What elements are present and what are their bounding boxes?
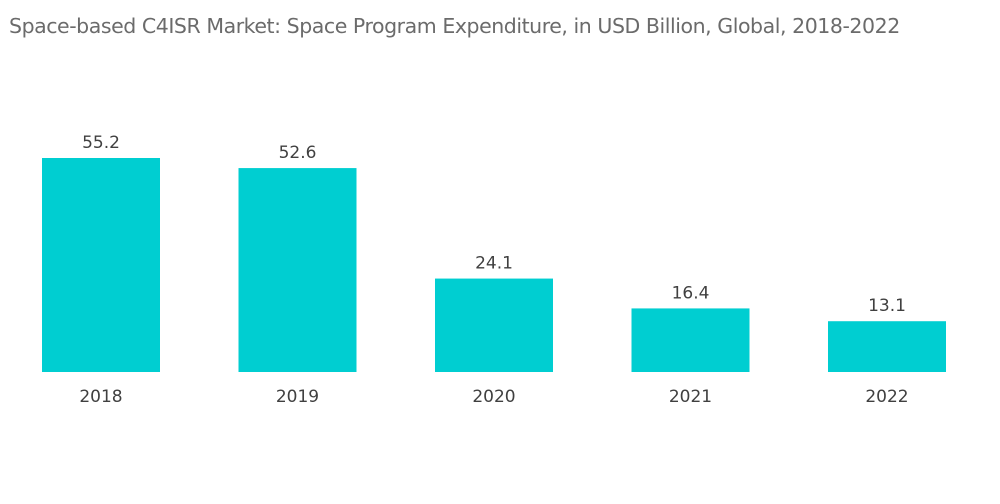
x-tick-label-2021: 2021: [669, 387, 712, 407]
data-label-2021: 16.4: [672, 283, 710, 303]
bar-2021: [631, 308, 750, 372]
data-label-2022: 13.1: [868, 296, 906, 316]
data-label-2019: 52.6: [279, 143, 317, 163]
x-tick-label-2018: 2018: [79, 387, 122, 407]
data-label-2020: 24.1: [475, 254, 513, 274]
bar-2018: [42, 158, 160, 372]
bar-2022: [828, 321, 946, 372]
bar-2020: [435, 278, 553, 372]
x-tick-label-2022: 2022: [865, 387, 908, 407]
x-tick-label-2019: 2019: [276, 387, 319, 407]
x-tick-label-2020: 2020: [472, 387, 515, 407]
data-label-2018: 55.2: [82, 133, 120, 153]
bar-2019: [238, 168, 357, 372]
chart-title: Space-based C4ISR Market: Space Program …: [9, 14, 900, 38]
